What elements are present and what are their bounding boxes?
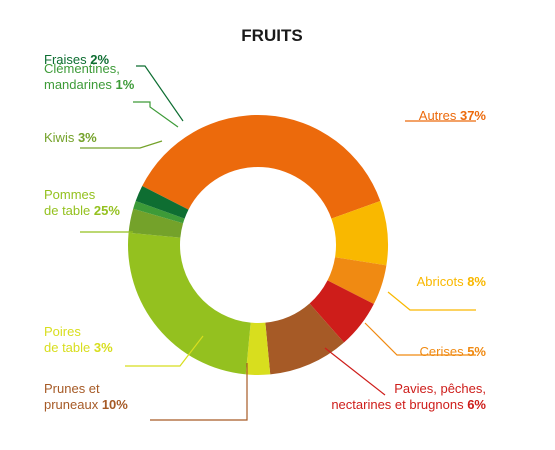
- leader-lines: [80, 65, 476, 421]
- slice-label-line: nectarines et brugnons: [331, 397, 467, 412]
- slice-label-abricots: Abricots 8%: [417, 274, 487, 289]
- leader-line-clementines-mandarines: [133, 101, 179, 128]
- slice-label-line: Autres: [419, 108, 460, 123]
- slice-value-label: 3%: [94, 340, 113, 355]
- slice-cerises: [327, 257, 387, 305]
- slice-label-line: pruneaux: [44, 397, 102, 412]
- slice-label-line: Clémentines,: [44, 61, 120, 76]
- leader-line-fraises: [136, 65, 184, 122]
- slice-value-label: 8%: [467, 274, 486, 289]
- slice-clementines-mandarines: [133, 200, 185, 224]
- leader-line-poires-de-table: [125, 335, 204, 367]
- slice-value-label: 3%: [78, 130, 97, 145]
- slice-prunes-et-pruneaux: [265, 303, 344, 375]
- slice-pommes-de-table: [127, 232, 251, 375]
- slice-value-label: 5%: [467, 344, 486, 359]
- slice-value-label: 25%: [94, 203, 120, 218]
- slice-label-line: de table: [44, 340, 94, 355]
- slice-label-autres: Autres 37%: [419, 108, 487, 123]
- slice-label-clementines-mandarines: Clémentines, mandarines 1%: [44, 61, 135, 92]
- slice-value-label: 37%: [460, 108, 486, 123]
- slice-label-line: de table: [44, 203, 94, 218]
- slice-label-line: mandarines: [44, 77, 116, 92]
- slice-label-kiwis: Kiwis 3%: [44, 130, 97, 145]
- slice-label-line: Poires: [44, 324, 81, 339]
- slice-kiwis: [128, 208, 184, 238]
- slice-label-line: Abricots: [417, 274, 468, 289]
- slice-value-label: 6%: [467, 397, 486, 412]
- slice-label-prunes-et-pruneaux: Prunes et pruneaux 10%: [44, 381, 128, 412]
- slice-label-line: Pommes: [44, 187, 96, 202]
- slice-poires-de-table: [245, 322, 271, 375]
- leader-line-pavies-peches-nectarines-et-brugnons: [324, 347, 386, 396]
- slice-label-cerises: Cerises 5%: [420, 344, 487, 359]
- slice-pavies-peches-nectarines-et-brugnons: [309, 280, 374, 343]
- slice-value-label: 2%: [90, 52, 109, 67]
- leader-line-prunes-et-pruneaux: [150, 363, 248, 421]
- slice-label-pavies-peches-nectarines-et-brugnons: Pavies, pêches, nectarines et brugnons 6%: [331, 381, 486, 412]
- slice-label-line: Pavies, pêches,: [394, 381, 486, 396]
- slice-labels: Autres 37% Abricots 8% Cerises 5% Pavies, p…: [44, 52, 486, 412]
- slice-value-label: 10%: [102, 397, 128, 412]
- slice-abricots: [331, 200, 388, 266]
- leader-line-abricots: [387, 291, 476, 311]
- slice-label-line: Cerises: [420, 344, 468, 359]
- leader-line-kiwis: [80, 140, 163, 149]
- slice-value-label: 1%: [116, 77, 135, 92]
- slice-label-line: Kiwis: [44, 130, 78, 145]
- slice-fraises: [135, 185, 189, 219]
- leader-line-cerises: [364, 322, 476, 356]
- chart-title: FRUITS: [241, 26, 302, 45]
- slice-autres: [142, 114, 381, 219]
- slice-label-fraises: Fraises 2%: [44, 52, 109, 67]
- donut-slices: [127, 114, 388, 375]
- slice-label-pommes-de-table: Pommes de table 25%: [44, 187, 120, 218]
- slice-label-line: Prunes et: [44, 381, 100, 396]
- slice-label-line: Fraises: [44, 52, 90, 67]
- slice-label-poires-de-table: Poires de table 3%: [44, 324, 113, 355]
